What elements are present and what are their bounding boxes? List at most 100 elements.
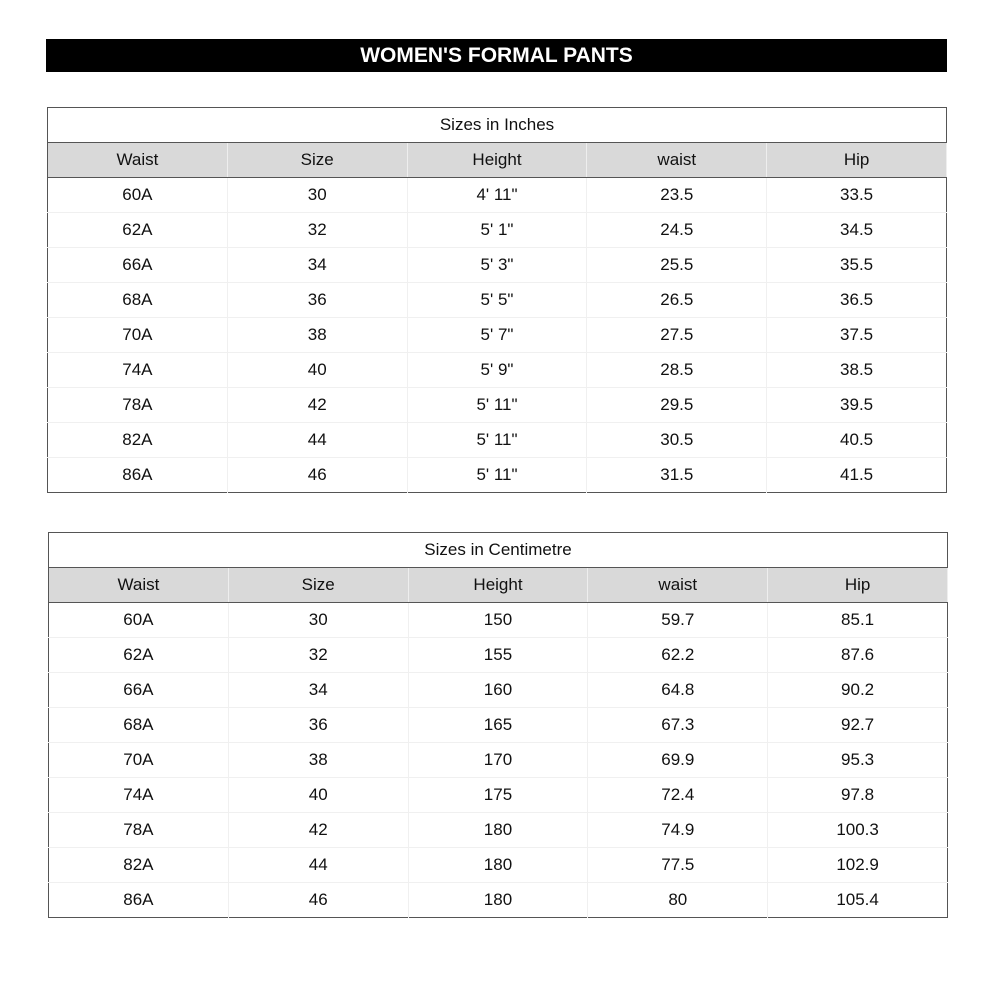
table-cell: 38	[227, 317, 408, 353]
table-cell: 46	[228, 882, 409, 918]
table-cell: 69.9	[587, 742, 769, 778]
table-row: 66A 34 5' 3" 25.5 35.5	[47, 247, 947, 283]
table-row: 70A 38 5' 7" 27.5 37.5	[47, 317, 947, 353]
table-cell: 5' 11"	[407, 457, 588, 493]
table-cell: 29.5	[586, 387, 768, 423]
table-cell: 30	[228, 602, 409, 638]
table-cell: 41.5	[840, 465, 874, 484]
column-header: Hip	[766, 142, 947, 178]
table-cell: 70A	[47, 317, 228, 353]
table-cell: 40	[228, 777, 409, 813]
column-header: waist	[586, 142, 768, 178]
table-row: 68A 36 5' 5" 26.5 36.5	[47, 282, 947, 318]
table-cell: 170	[408, 742, 589, 778]
page-title: WOMEN'S FORMAL PANTS	[46, 39, 947, 72]
table-cell: 42	[227, 387, 408, 423]
table-cell: 5' 5"	[407, 282, 588, 318]
table-cell: 85.1	[767, 602, 948, 638]
table-cell: 180	[408, 882, 589, 918]
table-cell: 68A	[47, 282, 228, 318]
table-cell: 5' 9"	[407, 352, 588, 388]
table-row: 82A 44 5' 11" 30.5 40.5	[47, 422, 947, 458]
table-cell: 5' 11"	[407, 387, 588, 423]
table-cell: 62A	[48, 637, 229, 673]
table-cell: 42	[228, 812, 409, 848]
table-row: 78A 42 180 74.9 100.3	[48, 812, 948, 848]
table-cell: 32	[228, 637, 409, 673]
table-cell: 62.2	[587, 637, 769, 673]
table-cell: 36	[227, 282, 408, 318]
column-header: Hip	[767, 567, 948, 603]
column-header: waist	[587, 567, 769, 603]
table-header-row: Waist Size Height waist Hip	[47, 142, 947, 178]
table-row: 60A 30 4' 11" 23.5 33.5	[47, 177, 947, 213]
table-cell: 175	[408, 777, 589, 813]
table-row: 60A 30 150 59.7 85.1	[48, 602, 948, 638]
column-header: Waist	[48, 567, 229, 603]
table-cell: 25.5	[586, 247, 768, 283]
table-cell: 82A	[48, 847, 229, 883]
table-row: 62A 32 155 62.2 87.6	[48, 637, 948, 673]
table-cell: 92.7	[767, 707, 948, 743]
table-cell: 26.5	[586, 282, 768, 318]
table-cell: 97.8	[767, 777, 948, 813]
size-table-centimetre: Sizes in Centimetre Waist Size Height waist H…	[48, 532, 948, 918]
table-cell: 78A	[48, 812, 229, 848]
table-cell: 95.3	[767, 742, 948, 778]
table-header-row: Waist Size Height waist Hip	[48, 567, 948, 603]
table-cell: 86A	[47, 457, 228, 493]
table-cell: 5' 7"	[407, 317, 588, 353]
table-caption: Sizes in Centimetre	[48, 532, 948, 568]
table-cell: 70A	[48, 742, 229, 778]
table-row: 62A 32 5' 1" 24.5 34.5	[47, 212, 947, 248]
table-caption: Sizes in Inches	[47, 107, 947, 143]
table-cell: 34	[227, 247, 408, 283]
table-cell: 28.5	[586, 352, 768, 388]
table-cell: 36.5	[766, 282, 947, 318]
table-cell: 44	[228, 847, 409, 883]
table-cell: 60A	[47, 177, 228, 213]
table-row: 86A 46 180 80 105.4	[48, 882, 948, 918]
table-row: 66A 34 160 64.8 90.2	[48, 672, 948, 708]
table-cell: 34.5	[766, 212, 947, 248]
table-cell: 62A	[47, 212, 228, 248]
table-cell: 87.6	[767, 637, 948, 673]
table-cell: 5' 1"	[407, 212, 588, 248]
table-row: 86A 46 5' 11" 31.5 41.5	[47, 457, 947, 493]
table-cell: 77.5	[587, 847, 769, 883]
table-cell: 66A	[47, 247, 228, 283]
table-row: 70A 38 170 69.9 95.3	[48, 742, 948, 778]
table-cell: 64.8	[587, 672, 769, 708]
table-cell: 30	[227, 177, 408, 213]
table-cell: 105.4	[836, 890, 879, 909]
table-cell: 155	[408, 637, 589, 673]
table-cell: 30.5	[586, 422, 768, 458]
table-cell: 60A	[48, 602, 229, 638]
table-cell: 39.5	[766, 387, 947, 423]
table-cell: 68A	[48, 707, 229, 743]
table-row: 78A 42 5' 11" 29.5 39.5	[47, 387, 947, 423]
table-cell: 78A	[47, 387, 228, 423]
table-row: 82A 44 180 77.5 102.9	[48, 847, 948, 883]
table-cell: 90.2	[767, 672, 948, 708]
table-row: 74A 40 175 72.4 97.8	[48, 777, 948, 813]
table-cell: 74A	[47, 352, 228, 388]
table-cell: 4' 11"	[407, 177, 588, 213]
table-cell: 72.4	[587, 777, 769, 813]
table-cell: 27.5	[586, 317, 768, 353]
table-cell: 33.5	[766, 177, 947, 213]
column-header: Size	[227, 142, 408, 178]
table-caption-row: Sizes in Inches	[47, 107, 947, 143]
table-cell: 23.5	[586, 177, 768, 213]
table-cell: 24.5	[586, 212, 768, 248]
table-cell: 44	[227, 422, 408, 458]
table-cell: 180	[408, 847, 589, 883]
table-cell: 34	[228, 672, 409, 708]
table-cell: 35.5	[766, 247, 947, 283]
table-cell: 59.7	[587, 602, 769, 638]
table-cell: 74A	[48, 777, 229, 813]
table-cell: 38.5	[766, 352, 947, 388]
table-cell: 37.5	[766, 317, 947, 353]
table-cell: 100.3	[767, 812, 948, 848]
table-cell: 5' 11"	[407, 422, 588, 458]
